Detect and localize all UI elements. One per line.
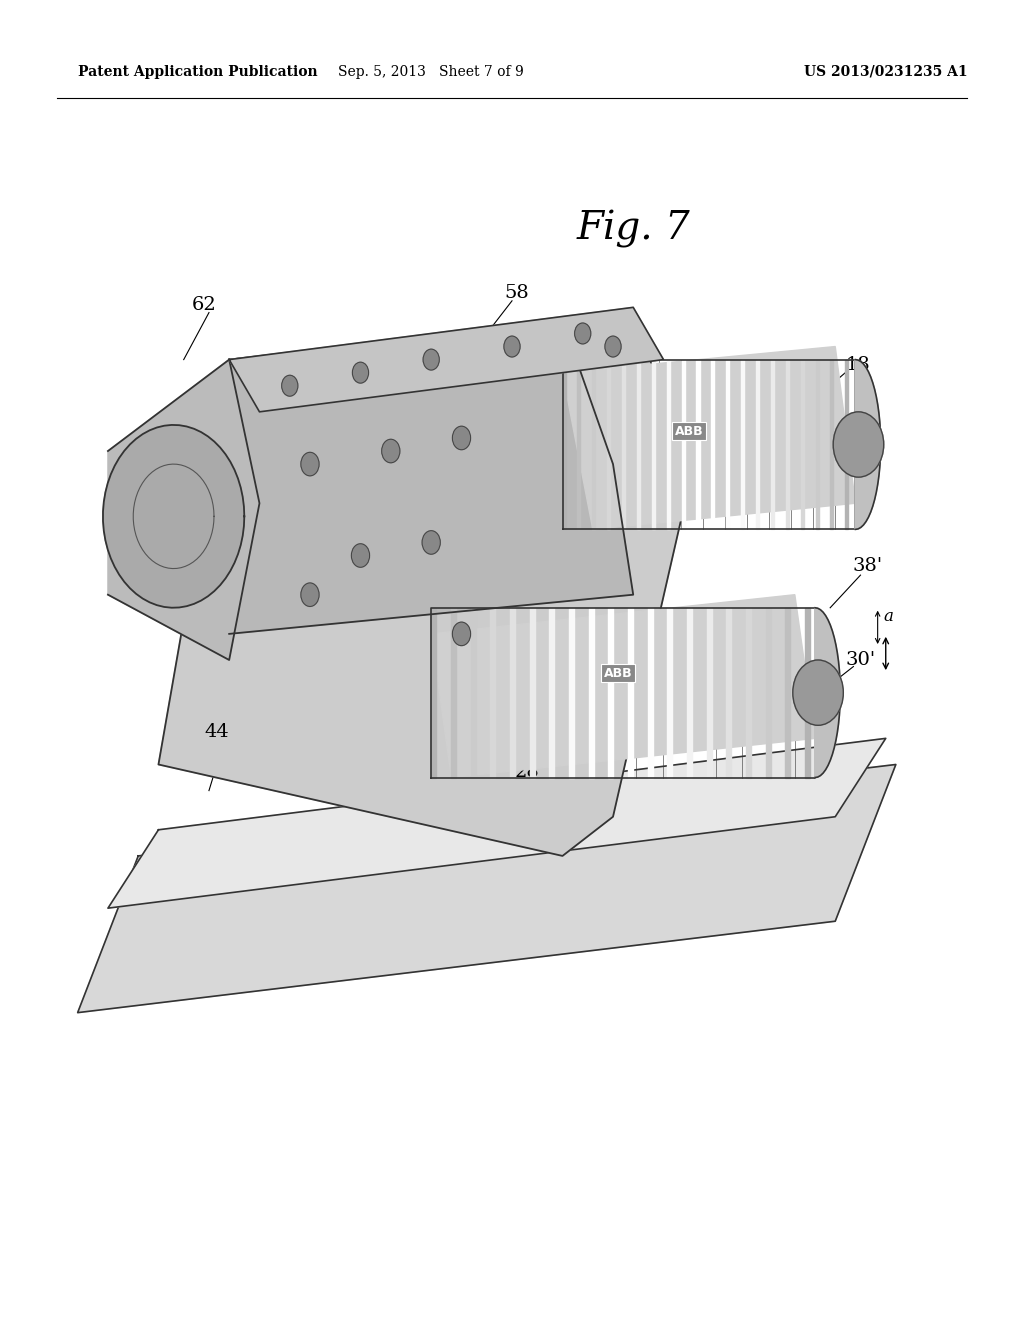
Polygon shape: [607, 359, 610, 529]
Polygon shape: [108, 738, 886, 908]
Polygon shape: [562, 359, 565, 529]
Polygon shape: [159, 321, 694, 855]
Polygon shape: [682, 359, 685, 529]
Text: ABB: ABB: [604, 667, 633, 680]
Circle shape: [834, 412, 884, 477]
Circle shape: [453, 426, 471, 450]
Circle shape: [301, 453, 319, 475]
Polygon shape: [745, 607, 751, 777]
Text: 30': 30': [846, 651, 876, 669]
Polygon shape: [815, 607, 841, 777]
Polygon shape: [855, 359, 881, 529]
Circle shape: [453, 622, 471, 645]
Polygon shape: [490, 607, 496, 777]
Polygon shape: [785, 359, 788, 529]
Polygon shape: [229, 321, 633, 634]
Polygon shape: [830, 359, 834, 529]
Polygon shape: [471, 607, 475, 777]
Polygon shape: [589, 607, 594, 777]
Polygon shape: [652, 359, 655, 529]
Polygon shape: [741, 359, 744, 529]
Polygon shape: [801, 359, 804, 529]
Polygon shape: [687, 607, 692, 777]
Polygon shape: [726, 607, 731, 777]
Circle shape: [382, 440, 400, 463]
Circle shape: [504, 337, 520, 356]
Polygon shape: [78, 764, 896, 1012]
Circle shape: [574, 323, 591, 345]
Text: 62: 62: [191, 296, 216, 314]
Polygon shape: [510, 607, 515, 777]
Circle shape: [282, 375, 298, 396]
Circle shape: [422, 531, 440, 554]
Text: 44: 44: [205, 723, 229, 741]
Circle shape: [352, 362, 369, 383]
Polygon shape: [431, 595, 815, 777]
Text: Sep. 5, 2013   Sheet 7 of 9: Sep. 5, 2013 Sheet 7 of 9: [338, 65, 524, 79]
Text: 38': 38': [853, 557, 883, 576]
Text: 28: 28: [515, 763, 540, 781]
Polygon shape: [637, 359, 640, 529]
Text: Fig. 7: Fig. 7: [577, 210, 690, 248]
Circle shape: [423, 350, 439, 370]
Text: US 2013/0231235 A1: US 2013/0231235 A1: [804, 65, 968, 79]
Polygon shape: [647, 607, 652, 777]
Polygon shape: [549, 607, 554, 777]
Polygon shape: [628, 607, 633, 777]
Polygon shape: [592, 359, 595, 529]
Polygon shape: [707, 607, 712, 777]
Polygon shape: [622, 359, 625, 529]
Circle shape: [351, 544, 370, 568]
Circle shape: [605, 337, 622, 356]
Text: 18: 18: [846, 356, 870, 374]
Polygon shape: [529, 607, 535, 777]
Text: Patent Application Publication: Patent Application Publication: [78, 65, 317, 79]
Polygon shape: [696, 359, 699, 529]
Polygon shape: [756, 359, 759, 529]
Text: 58: 58: [505, 284, 529, 302]
Polygon shape: [766, 607, 771, 777]
Polygon shape: [668, 607, 673, 777]
Polygon shape: [108, 359, 259, 660]
Polygon shape: [815, 359, 818, 529]
Text: a: a: [884, 609, 894, 626]
Polygon shape: [578, 359, 581, 529]
Text: ABB: ABB: [675, 425, 703, 438]
Polygon shape: [805, 607, 810, 777]
Polygon shape: [608, 607, 613, 777]
Polygon shape: [103, 425, 245, 607]
Polygon shape: [785, 607, 791, 777]
Polygon shape: [431, 607, 436, 777]
Polygon shape: [451, 607, 456, 777]
Polygon shape: [712, 359, 715, 529]
Polygon shape: [726, 359, 729, 529]
Polygon shape: [569, 607, 573, 777]
Polygon shape: [562, 347, 855, 529]
Polygon shape: [771, 359, 774, 529]
Polygon shape: [667, 359, 670, 529]
Polygon shape: [846, 359, 848, 529]
Circle shape: [793, 660, 844, 725]
Circle shape: [301, 583, 319, 606]
Polygon shape: [229, 308, 664, 412]
